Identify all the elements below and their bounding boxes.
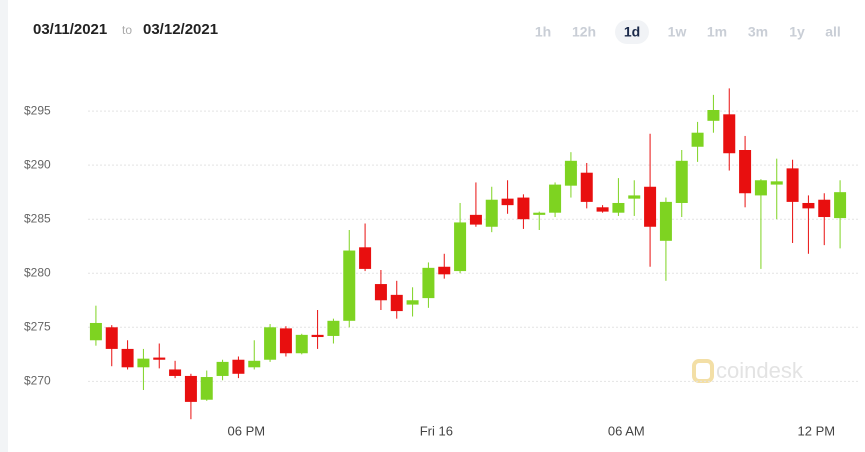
candle-body: [644, 186, 657, 227]
y-tick-label: $285: [24, 211, 51, 225]
y-tick-label: $295: [24, 103, 51, 117]
candle-body: [818, 199, 831, 218]
range-button[interactable]: all: [825, 24, 841, 40]
candle-body: [327, 320, 340, 336]
candle-body: [739, 150, 752, 194]
date-sep: to: [122, 23, 132, 37]
candle-body: [533, 212, 546, 215]
range-button[interactable]: 3m: [748, 24, 768, 40]
candle-body: [422, 267, 435, 299]
candle-body: [786, 168, 799, 202]
x-tick-label: 12 PM: [798, 423, 836, 438]
range-button[interactable]: 1w: [668, 24, 687, 40]
candle-body: [469, 214, 482, 225]
x-tick-label: Fri 16: [420, 423, 453, 438]
range-button[interactable]: 1d: [624, 24, 640, 40]
watermark: coindesk: [692, 358, 804, 383]
candle-body: [390, 294, 403, 312]
y-tick-label: $290: [24, 157, 51, 171]
range-active-bg: [615, 20, 649, 44]
candle-body: [834, 192, 847, 219]
x-tick-label: 06 PM: [228, 423, 266, 438]
candle-body: [770, 181, 783, 185]
range-button[interactable]: 1h: [535, 24, 551, 40]
watermark-logo: [692, 359, 714, 383]
candle-body: [232, 359, 245, 374]
candle-body: [612, 202, 625, 213]
date-to: 03/12/2021: [143, 21, 218, 38]
y-tick-label: $280: [24, 265, 51, 279]
candle-body: [438, 266, 451, 275]
candle-body: [169, 369, 182, 376]
candle-body: [596, 207, 609, 212]
y-tick-label: $270: [24, 374, 51, 388]
candle-body: [359, 247, 372, 269]
candle-body: [216, 361, 229, 376]
candle-body: [628, 195, 641, 199]
date-from: 03/11/2021: [33, 21, 107, 38]
watermark-text: coindesk: [716, 358, 804, 383]
candle-body: [184, 375, 197, 402]
candle-body: [248, 360, 261, 368]
candle-body: [200, 377, 213, 400]
candle-body: [723, 114, 736, 154]
candle-body: [549, 184, 562, 213]
range-button[interactable]: 12h: [572, 24, 596, 40]
candle-body: [406, 300, 419, 305]
candle-body: [343, 250, 356, 321]
candle-body: [501, 198, 514, 206]
candle-body: [454, 222, 467, 272]
candle-body: [295, 334, 308, 354]
candle-body: [264, 327, 277, 360]
candle-body: [564, 160, 577, 186]
candle-body: [279, 328, 292, 354]
candle-body: [311, 334, 324, 338]
candle-body: [137, 358, 150, 368]
candle-body: [580, 172, 593, 202]
candle-body: [691, 132, 704, 147]
candle-body: [517, 197, 530, 220]
candle-body: [754, 180, 767, 196]
y-tick-label: $275: [24, 319, 51, 333]
candle-body: [659, 201, 672, 241]
side-strip: [0, 0, 8, 452]
candle-body: [105, 327, 118, 349]
candle-body: [89, 322, 102, 341]
x-tick-label: 06 AM: [608, 423, 645, 438]
candle-body: [707, 110, 720, 121]
candle-body: [374, 284, 387, 301]
candle-body: [802, 202, 815, 209]
candle-body: [121, 348, 134, 368]
range-button[interactable]: 1y: [789, 24, 805, 40]
candle-body: [675, 160, 688, 203]
candle-body: [153, 357, 166, 360]
candle-body: [485, 199, 498, 227]
range-button[interactable]: 1m: [707, 24, 727, 40]
